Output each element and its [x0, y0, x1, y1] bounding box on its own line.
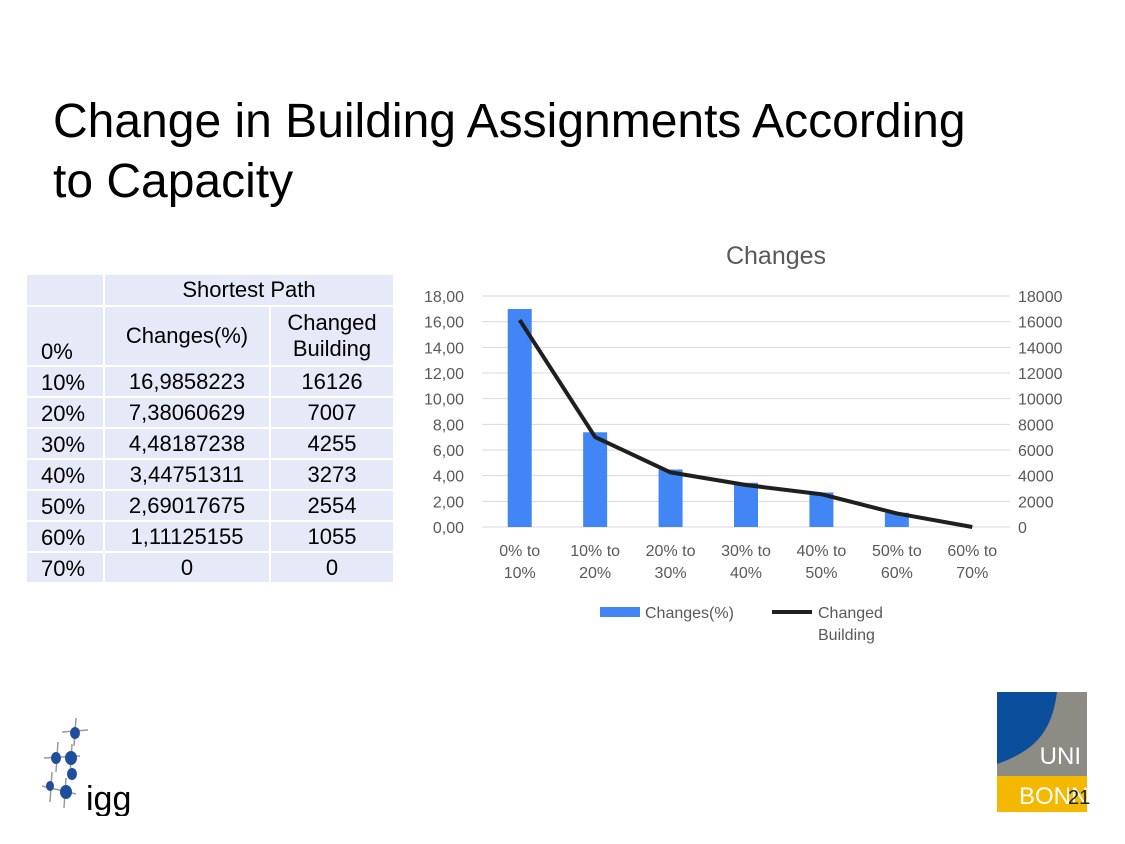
cell-buildings: 16126	[269, 365, 395, 398]
cell-buildings: 4255	[269, 427, 395, 460]
table-row: 60% 1,11125155 1055	[25, 520, 395, 553]
y-left-tick-label: 18,00	[424, 289, 464, 306]
y-right-tick-label: 12000	[1018, 366, 1063, 383]
y-right-tick-label: 0	[1018, 520, 1027, 537]
series-line-changed-building	[518, 318, 973, 529]
igg-logo-graphic: igg	[41, 717, 131, 818]
y-right-tick-label: 16000	[1018, 315, 1063, 332]
cell-changes: 16,9858223	[103, 365, 271, 398]
cell-changes: 3,44751311	[103, 458, 271, 491]
row-label: 10%	[25, 365, 105, 398]
table-subheader-row: 0% Changes(%) Changed Building	[25, 305, 395, 367]
x-tick-label: 10% to	[570, 543, 620, 560]
row-label: 70%	[25, 551, 105, 584]
bar	[658, 469, 683, 527]
y-right-tick-label: 8000	[1018, 417, 1054, 434]
y-left-tick-label: 12,00	[424, 366, 464, 383]
page-number: 21	[1068, 787, 1091, 809]
cell-changes: 0	[103, 551, 271, 584]
table-corner-cell	[25, 273, 105, 307]
row-label: 40%	[25, 458, 105, 491]
x-tick-label: 30%	[655, 565, 687, 582]
legend-label-changes: Changes(%)	[645, 605, 734, 622]
uni-bonn-logo-graphic: UNI BONN	[997, 692, 1088, 812]
group-header: Shortest Path	[103, 273, 395, 307]
y-right-tick-label: 6000	[1018, 443, 1054, 460]
y-right-tick-label: 4000	[1018, 469, 1054, 486]
col-header-buildings-line2: Building	[292, 336, 372, 361]
y-left-tick-label: 14,00	[424, 340, 464, 357]
changes-chart: Changes 0,00 2,00 4,00 6,00 8,00 10,00 12,00 14,…	[400, 236, 1100, 656]
slide-title: Change in Building Assignments According…	[53, 92, 1083, 212]
legend-label-changed-building: Changed	[818, 605, 883, 622]
y-left-tick-label: 2,00	[433, 494, 464, 511]
table-row: 70% 0 0	[25, 551, 395, 584]
col-header-buildings-line1: Changed	[287, 310, 377, 335]
x-tick-label: 60% to	[947, 543, 997, 560]
y-left-tick-label: 8,00	[433, 417, 464, 434]
y-right-tick-label: 2000	[1018, 494, 1054, 511]
y-right-tick-label: 10000	[1018, 392, 1063, 409]
y-left-tick-label: 4,00	[433, 469, 464, 486]
x-tick-label: 60%	[881, 565, 913, 582]
title-line-1: Change in Building Assignments According	[53, 95, 966, 148]
table-header-row: Shortest Path	[25, 273, 395, 307]
bar	[734, 482, 758, 527]
x-tick-label: 40% to	[797, 543, 847, 560]
legend-label-changed-building: Building	[818, 627, 875, 644]
x-tick-label: 20%	[579, 565, 611, 582]
x-tick-label: 70%	[956, 565, 988, 582]
table-row: 50% 2,69017675 2554	[25, 489, 395, 522]
uni-bonn-top-text: UNI	[1040, 743, 1081, 770]
row-label: 30%	[25, 427, 105, 460]
uni-bonn-bottom-text: BONN	[1019, 783, 1087, 810]
col-header-changes: Changes(%)	[103, 305, 271, 367]
y-left-tick-label: 16,00	[424, 315, 464, 332]
cell-changes: 7,38060629	[103, 396, 271, 429]
row-label: 20%	[25, 396, 105, 429]
cell-buildings: 7007	[269, 396, 395, 429]
x-tick-label: 10%	[504, 565, 536, 582]
table-row: 40% 3,44751311 3273	[25, 458, 395, 491]
x-tick-label: 30% to	[721, 543, 771, 560]
cell-buildings: 1055	[269, 520, 395, 553]
x-tick-label: 50% to	[872, 543, 922, 560]
table-row: 20% 7,38060629 7007	[25, 396, 395, 429]
x-tick-label: 50%	[805, 565, 837, 582]
y-left-tick-label: 6,00	[433, 443, 464, 460]
legend-swatch-changes	[600, 607, 640, 617]
row-label: 50%	[25, 489, 105, 522]
cell-buildings: 3273	[269, 458, 395, 491]
chart-title: Changes	[726, 242, 826, 270]
cell-buildings: 2554	[269, 489, 395, 522]
cell-changes: 2,69017675	[103, 489, 271, 522]
bar	[507, 309, 532, 527]
y-left-tick-label: 10,00	[424, 392, 464, 409]
uni-bonn-logo: UNI BONN	[997, 692, 1088, 812]
title-line-2: to Capacity	[53, 155, 294, 208]
table-row: 30% 4,48187238 4255	[25, 427, 395, 460]
y-right-tick-label: 14000	[1018, 340, 1063, 357]
cell-changes: 1,11125155	[103, 520, 271, 553]
first-row-label: 0%	[25, 305, 105, 367]
bar	[583, 432, 608, 527]
x-tick-label: 0% to	[499, 543, 540, 560]
table-row: 10% 16,9858223 16126	[25, 365, 395, 398]
igg-logo: igg	[36, 716, 146, 818]
cell-changes: 4,48187238	[103, 427, 271, 460]
results-table: Shortest Path 0% Changes(%) Changed Buil…	[25, 273, 395, 584]
chart-svg: Changes 0,00 2,00 4,00 6,00 8,00 10,00 12,00 14,…	[424, 242, 1063, 644]
table-body: 10% 16,9858223 16126 20% 7,38060629 7007 30% 4,…	[25, 365, 395, 584]
x-tick-label: 40%	[730, 565, 762, 582]
col-header-buildings: Changed Building	[269, 305, 395, 367]
cell-buildings: 0	[269, 551, 395, 584]
igg-logo-text: igg	[86, 780, 131, 816]
y-left-tick-label: 0,00	[433, 520, 464, 537]
row-label: 60%	[25, 520, 105, 553]
x-tick-label: 20% to	[646, 543, 696, 560]
y-right-tick-label: 18000	[1018, 289, 1063, 306]
